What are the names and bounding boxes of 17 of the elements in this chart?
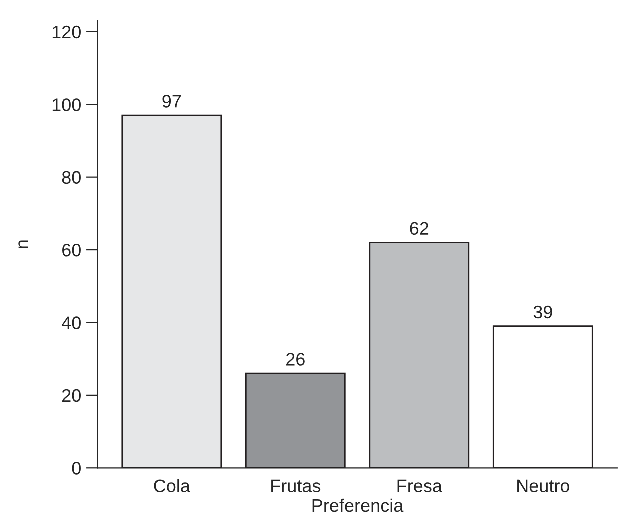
y-tick-label: 20 [62, 389, 81, 402]
data-label: 62 [410, 222, 429, 236]
x-tick-label: Frutas [272, 480, 321, 493]
data-label: 39 [534, 306, 552, 319]
x-tick-label: Cola [154, 479, 190, 493]
y-axis-title: n [18, 240, 28, 248]
y-tick-label: 60 [62, 244, 81, 257]
data-label: 26 [286, 353, 305, 366]
y-tick-label: 120 [52, 26, 81, 39]
y-tick-label: 100 [52, 98, 81, 112]
y-tick-label: 80 [62, 171, 81, 184]
x-tick-label: Neutro [518, 480, 570, 493]
data-label: 97 [162, 95, 182, 108]
x-axis-title: Preferencia [312, 498, 404, 512]
y-tick-label: 40 [62, 316, 81, 330]
y-tick-label: 0 [72, 462, 81, 475]
x-tick-label: Fresa [398, 480, 442, 493]
